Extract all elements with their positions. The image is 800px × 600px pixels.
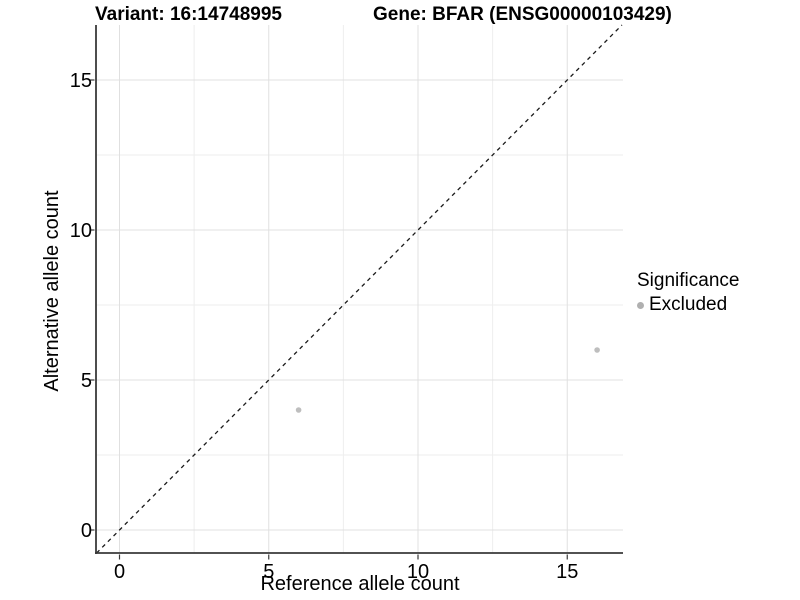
y-axis-tick-label: 0 — [81, 520, 92, 542]
x-axis-tick-label: 0 — [114, 561, 125, 583]
y-axis-tick-label: 15 — [70, 70, 92, 92]
legend: Significance Excluded — [637, 270, 739, 317]
data-point — [295, 407, 302, 413]
y-axis-tick-label: 10 — [70, 220, 92, 242]
y-axis-title: Alternative allele count — [41, 190, 63, 392]
x-axis-tick-label: 15 — [556, 561, 578, 583]
excluded-point-icon — [637, 301, 644, 309]
chart-layer: 0 5 10 15 0 5 10 15 — [70, 24, 623, 583]
variant-title: Variant: 16:14748995 — [95, 4, 282, 25]
legend-item-label: Excluded — [649, 293, 728, 315]
gene-title: Gene: BFAR (ENSG00000103429) — [373, 4, 672, 25]
identity-reference-line — [96, 24, 623, 554]
x-axis-title: Reference allele count — [260, 573, 460, 595]
legend-title: Significance — [637, 270, 740, 291]
y-axis-tick-label: 5 — [81, 370, 92, 392]
x-axis-tick-label: 5 — [263, 561, 274, 583]
legend-item-excluded: Excluded — [637, 294, 739, 317]
data-point — [594, 347, 600, 353]
x-axis-tick-label: 10 — [407, 561, 429, 583]
